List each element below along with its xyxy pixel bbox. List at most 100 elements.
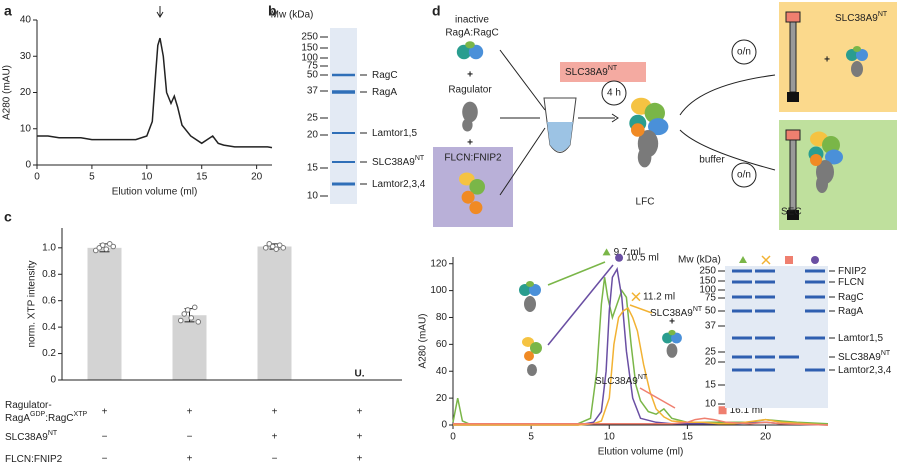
lane-symbol (761, 255, 771, 265)
band-label: SLC38A9NT (838, 350, 891, 362)
condition-cell: − (102, 454, 108, 464)
label: o/n (737, 47, 751, 58)
panel-label: a (4, 3, 12, 19)
gel-band (755, 280, 775, 284)
tube-liquid (547, 122, 573, 152)
gel-band (732, 336, 752, 340)
text-sup: NT (638, 374, 648, 381)
label: 4 h (607, 88, 621, 99)
replicate-point (273, 246, 280, 252)
label: LFC (636, 197, 655, 208)
text-main: SLC38A9 (372, 157, 415, 168)
protein-icon (529, 284, 541, 296)
replicate-point (195, 319, 202, 325)
text-main: Ragulator- (5, 400, 52, 411)
band-label: Lamtor2,3,4 (372, 179, 426, 190)
column-cap (785, 129, 801, 141)
y-tick-label: 10 (20, 123, 32, 134)
mw-marker: 50 (307, 70, 319, 81)
arrow (629, 304, 653, 314)
label: SEC (781, 207, 802, 218)
mw-marker: 75 (705, 293, 717, 304)
protein-icon (527, 364, 537, 376)
mw-marker: 10 (307, 191, 319, 202)
y-tick-label: 0 (25, 160, 31, 171)
mw-marker: 10 (705, 399, 717, 410)
peak-annotation: 10.5 ml (626, 252, 659, 263)
replicate-point (110, 243, 117, 250)
replicate-point (184, 307, 191, 313)
text-main: :RagC (45, 413, 73, 424)
protein-icon (825, 149, 843, 165)
y-tick-label: 20 (436, 393, 448, 404)
column-foot (787, 92, 799, 102)
peak-label: SLC38A9NT (595, 374, 648, 386)
text-main: Lamtor2,3,4 (838, 365, 892, 376)
gel-band (332, 161, 355, 163)
protein-icon (462, 118, 473, 132)
connector (679, 74, 776, 116)
slc-label-box (560, 62, 646, 82)
condition-label: RagAGDP:RagCXTP (5, 411, 87, 423)
text-main: SLC38A9 (565, 67, 608, 78)
gel-band (755, 295, 775, 299)
mw-marker: 150 (699, 276, 716, 287)
replicate-point (177, 317, 184, 324)
gel-band (332, 73, 355, 77)
connector (679, 129, 776, 171)
y-tick-label: 1.0 (42, 242, 56, 253)
peak-arrow (156, 6, 164, 18)
text-main: RagA (372, 87, 397, 98)
protein-icon (644, 102, 665, 124)
lane-symbol (811, 256, 819, 264)
band-label: RagC (372, 70, 398, 81)
text-sup: NT (415, 155, 425, 162)
replicate-point (103, 246, 110, 252)
protein-icon (465, 41, 475, 49)
condition-cell: + (102, 407, 108, 418)
band-label: SLC38A9NT (372, 155, 425, 167)
y-tick-label: 80 (436, 312, 448, 323)
mw-marker: 15 (705, 380, 717, 391)
protein-icon (522, 337, 534, 347)
annotation: U. (355, 369, 365, 380)
gel-band (732, 309, 752, 313)
bar (257, 246, 292, 380)
gel-band (732, 269, 752, 273)
mw-marker: 100 (301, 53, 318, 64)
panel-label: c (4, 209, 12, 225)
mw-marker: 100 (699, 285, 716, 296)
label: FLCN:FNIP2 (444, 153, 502, 164)
protein-icon (461, 190, 475, 204)
gel-band (332, 132, 355, 134)
protein-icon (530, 342, 542, 354)
lane-symbol (785, 256, 793, 264)
gel-band (755, 336, 775, 340)
label: SLC38A9NT (835, 11, 888, 23)
peak-symbol (718, 406, 727, 415)
x-tick-label: 20 (251, 172, 263, 183)
gel-band (805, 309, 825, 313)
text-main: SLC38A9 (835, 13, 878, 24)
band-label: RagA (372, 87, 397, 98)
bar (172, 315, 207, 380)
y-tick-label: 100 (430, 285, 447, 296)
replicate-point (280, 245, 287, 251)
gel-band (805, 280, 825, 284)
condition-cell: − (102, 432, 108, 443)
line-series (453, 307, 829, 426)
replicate-point (262, 245, 269, 251)
x-tick-label: 0 (450, 432, 456, 443)
text-sup: GDP (30, 411, 46, 418)
condition-cell: + (357, 454, 363, 464)
y-tick-label: 30 (20, 51, 32, 62)
y-tick-label: 40 (20, 15, 32, 26)
x-tick-label: 0 (34, 172, 40, 183)
gel-band (732, 280, 752, 284)
text-main: RagA (5, 413, 30, 424)
condition-cell: + (357, 407, 363, 418)
column-foot (787, 210, 799, 220)
mw-marker: 15 (307, 163, 319, 174)
gel-band (732, 295, 752, 299)
y-tick-label: 20 (20, 87, 32, 98)
